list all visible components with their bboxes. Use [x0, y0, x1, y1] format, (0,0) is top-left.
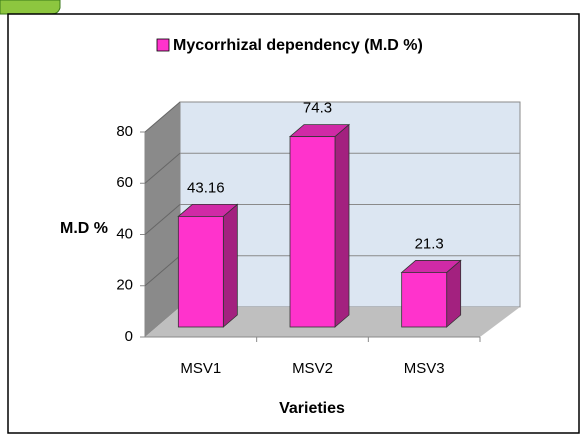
value-label: 43.16 [187, 179, 225, 196]
value-label: 21.3 [415, 235, 444, 252]
tab [0, 0, 61, 15]
x-tick-label: MSV3 [404, 360, 445, 377]
y-axis-label: M.D % [60, 220, 108, 237]
legend-label: Mycorrhizal dependency (M.D %) [173, 37, 423, 54]
legend-swatch [156, 38, 170, 52]
bar-side [222, 203, 238, 328]
x-tick-label: MSV2 [292, 360, 333, 377]
value-label: 74.3 [303, 100, 332, 117]
y-tick-label: 20 [116, 277, 133, 294]
grid-line [144, 255, 181, 287]
bar [289, 136, 336, 328]
x-axis-label: Varieties [279, 400, 345, 417]
x-tick-label: MSV1 [180, 360, 221, 377]
y-tick-label: 80 [116, 123, 133, 140]
grid-line [144, 101, 181, 133]
y-tick-label: 40 [116, 225, 133, 242]
y-tick-label: 60 [116, 174, 133, 191]
y-tick-label: 0 [125, 328, 133, 345]
grid-line [144, 152, 181, 184]
bar [177, 216, 224, 328]
grid-line [144, 204, 181, 235]
bar-side [334, 123, 350, 328]
bar [401, 272, 448, 328]
